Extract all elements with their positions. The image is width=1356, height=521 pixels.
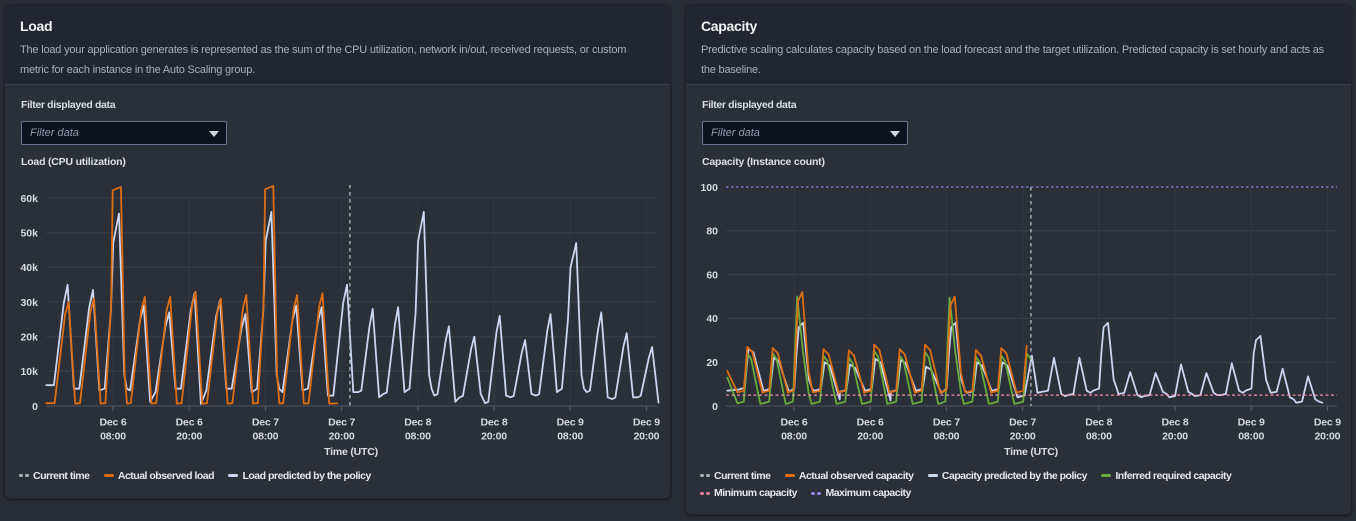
svg-text:Dec 8: Dec 8 bbox=[404, 417, 431, 429]
svg-text:Dec 8: Dec 8 bbox=[1085, 417, 1112, 429]
svg-text:Dec 9: Dec 9 bbox=[1314, 417, 1341, 429]
svg-text:10k: 10k bbox=[20, 366, 38, 378]
svg-text:20: 20 bbox=[706, 357, 718, 369]
svg-text:Dec 6: Dec 6 bbox=[99, 417, 126, 429]
svg-text:20:00: 20:00 bbox=[1162, 431, 1188, 443]
svg-text:100: 100 bbox=[700, 182, 718, 194]
svg-text:08:00: 08:00 bbox=[1238, 431, 1264, 443]
svg-text:20:00: 20:00 bbox=[176, 431, 202, 443]
svg-text:Dec 8: Dec 8 bbox=[480, 417, 507, 429]
svg-text:0: 0 bbox=[32, 401, 38, 413]
svg-text:0: 0 bbox=[712, 401, 718, 413]
svg-text:Dec 9: Dec 9 bbox=[557, 417, 584, 429]
svg-text:60k: 60k bbox=[20, 193, 38, 205]
svg-text:Dec 6: Dec 6 bbox=[857, 417, 884, 429]
svg-text:20:00: 20:00 bbox=[329, 431, 355, 443]
svg-text:Dec 9: Dec 9 bbox=[633, 417, 660, 429]
svg-text:20:00: 20:00 bbox=[633, 431, 659, 443]
svg-text:08:00: 08:00 bbox=[781, 431, 807, 443]
svg-text:20k: 20k bbox=[20, 332, 38, 344]
svg-text:50k: 50k bbox=[20, 228, 38, 240]
svg-text:08:00: 08:00 bbox=[405, 431, 431, 443]
svg-text:20:00: 20:00 bbox=[1010, 431, 1036, 443]
svg-text:Dec 7: Dec 7 bbox=[252, 417, 279, 429]
svg-text:20:00: 20:00 bbox=[481, 431, 507, 443]
svg-text:08:00: 08:00 bbox=[100, 431, 126, 443]
svg-text:08:00: 08:00 bbox=[1086, 431, 1112, 443]
svg-text:20:00: 20:00 bbox=[1314, 431, 1340, 443]
svg-text:40: 40 bbox=[706, 313, 718, 325]
svg-text:Dec 7: Dec 7 bbox=[933, 417, 960, 429]
svg-text:Dec 7: Dec 7 bbox=[1009, 417, 1036, 429]
svg-text:80: 80 bbox=[706, 226, 718, 238]
svg-text:Dec 8: Dec 8 bbox=[1161, 417, 1188, 429]
svg-text:Dec 7: Dec 7 bbox=[328, 417, 355, 429]
svg-text:08:00: 08:00 bbox=[252, 431, 278, 443]
svg-text:08:00: 08:00 bbox=[557, 431, 583, 443]
svg-text:Dec 6: Dec 6 bbox=[176, 417, 203, 429]
svg-text:30k: 30k bbox=[20, 297, 38, 309]
svg-text:20:00: 20:00 bbox=[857, 431, 883, 443]
svg-text:Time (UTC): Time (UTC) bbox=[324, 446, 378, 458]
svg-text:Dec 9: Dec 9 bbox=[1238, 417, 1265, 429]
svg-text:60: 60 bbox=[706, 269, 718, 281]
svg-text:Dec 6: Dec 6 bbox=[780, 417, 807, 429]
svg-text:Time (UTC): Time (UTC) bbox=[1004, 446, 1058, 458]
svg-text:40k: 40k bbox=[20, 262, 38, 274]
svg-text:08:00: 08:00 bbox=[933, 431, 959, 443]
